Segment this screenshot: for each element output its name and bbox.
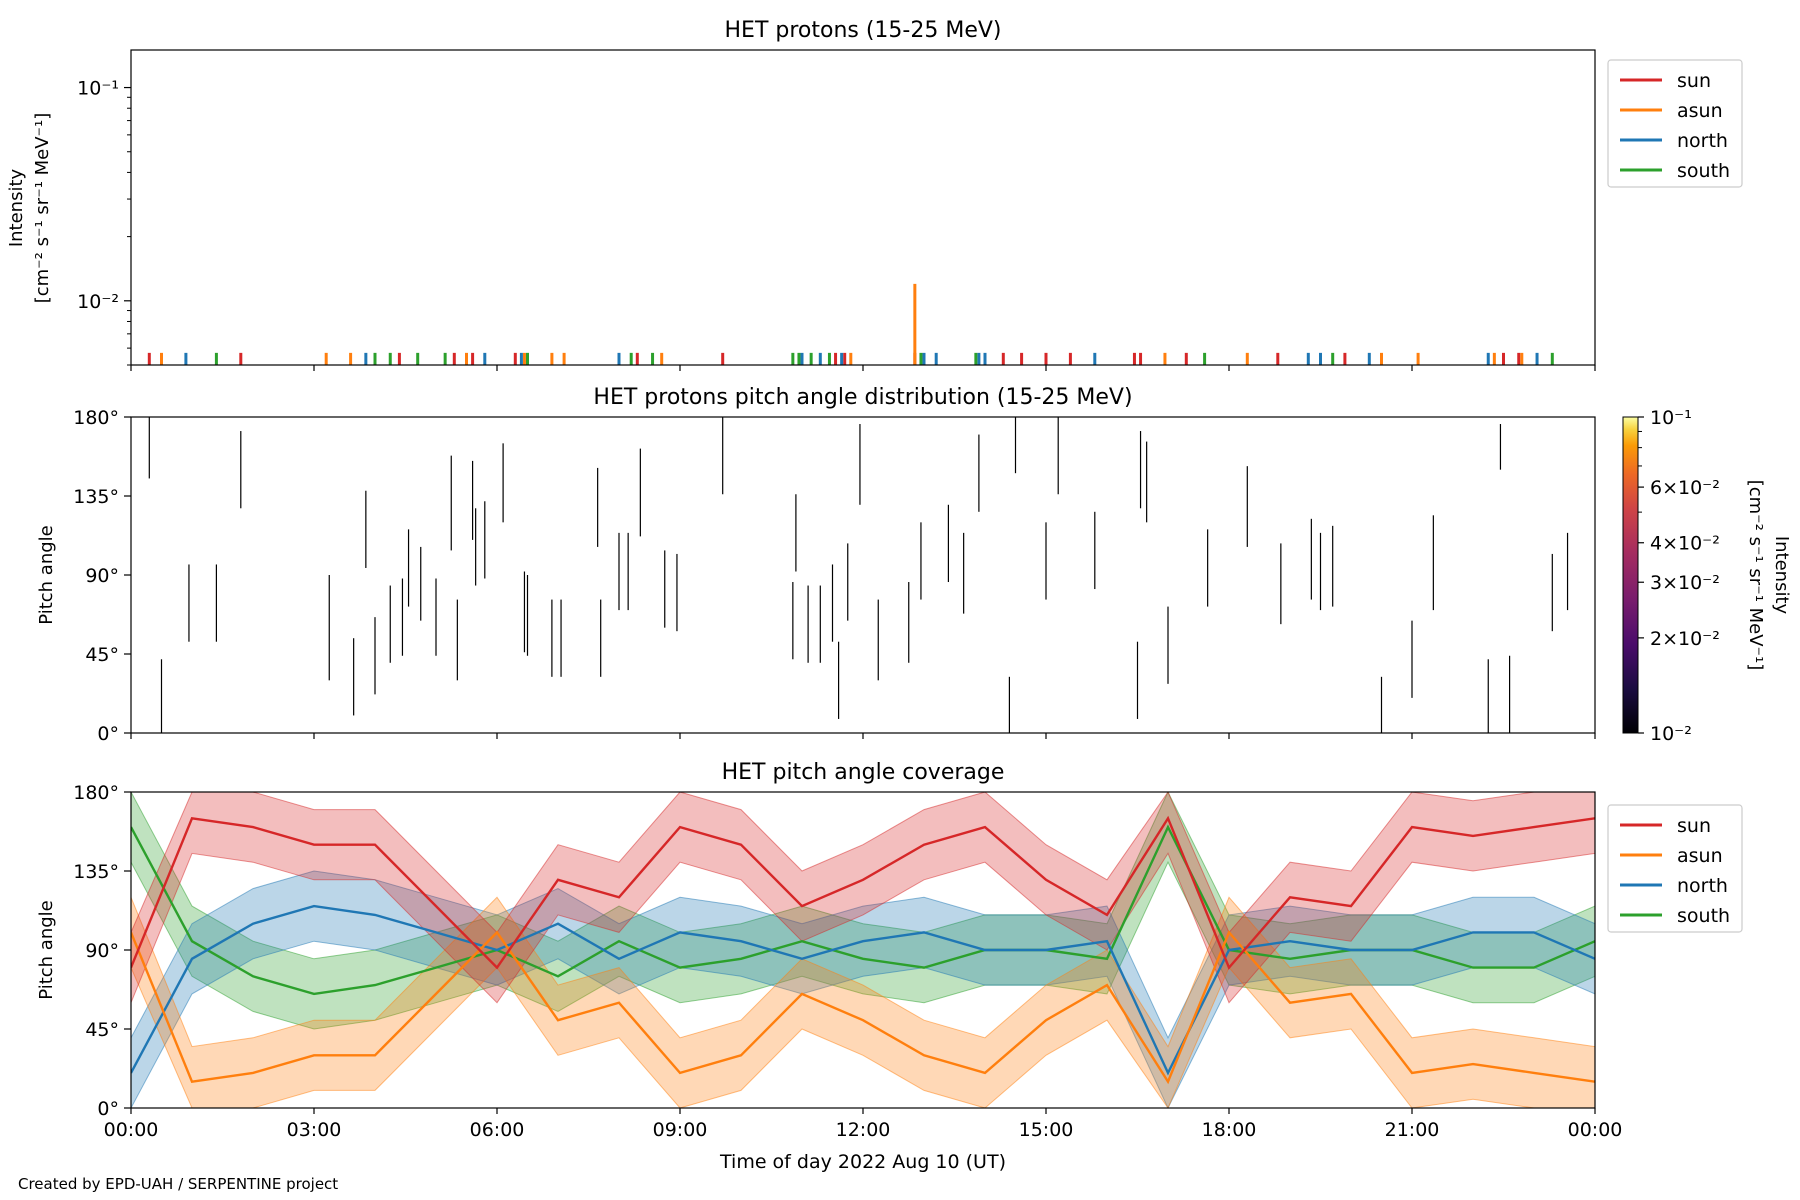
credit-text: Created by EPD-UAH / SERPENTINE project [18, 1175, 339, 1193]
x-tick-label: 00:00 [1568, 1119, 1623, 1141]
x-tick-label: 09:00 [653, 1119, 708, 1141]
panel2-ylabel: Pitch angle [36, 525, 57, 624]
panel-pitch-angle-coverage: HET pitch angle coverage 0° 45° 90° 135° 180… [36, 760, 1743, 1173]
panel-intensity: HET protons (15-25 MeV) 10⁻¹ 10⁻² Intensi… [6, 18, 1743, 371]
y-tick-label: 90° [85, 565, 119, 587]
legend-label-asun: asun [1677, 845, 1723, 867]
legend-label-south: south [1677, 160, 1730, 182]
north-coverage-band [131, 870, 1595, 1108]
colorbar-tick-label: 10⁻¹ [1650, 407, 1692, 429]
panel1-ylabel-units: [cm⁻² s⁻¹ sr⁻¹ MeV⁻¹] [32, 113, 53, 304]
panel1-frame [130, 49, 1596, 366]
legend-label-sun: sun [1677, 815, 1711, 837]
north-pitch-angle-line [131, 904, 1595, 1076]
panel1-title: HET protons (15-25 MeV) [725, 18, 1002, 43]
colorbar-tick-label: 3×10⁻² [1650, 572, 1720, 594]
panel2-frame [130, 416, 1596, 734]
y-tick-label: 180° [73, 407, 119, 429]
y-tick-label: 0° [97, 723, 119, 745]
legend-box [1607, 804, 1743, 933]
x-tick-label: 21:00 [1385, 1119, 1440, 1141]
y-tick-label: 135° [73, 861, 119, 883]
y-tick-label: 135° [73, 486, 119, 508]
legend-label-south: south [1677, 905, 1730, 927]
legend-label-north: north [1677, 130, 1728, 152]
y-tick-label: 10⁻¹ [77, 78, 119, 100]
legend-label-north: north [1677, 875, 1728, 897]
colorbar-tick-label: 6×10⁻² [1650, 477, 1720, 499]
x-tick-label: 06:00 [470, 1119, 525, 1141]
x-tick-label: 12:00 [836, 1119, 891, 1141]
y-tick-label: 10⁻² [77, 291, 119, 313]
colorbar-label: Intensity [1771, 536, 1792, 615]
x-axis-label: Time of day 2022 Aug 10 (UT) [719, 1151, 1006, 1173]
panel3-legend: sun asun north south [1607, 804, 1743, 933]
panel-pitch-angle-distribution: HET protons pitch angle distribution (15… [36, 385, 1792, 745]
asun-pitch-angle-line [131, 930, 1595, 1085]
x-tick-label: 00:00 [104, 1119, 159, 1141]
panel1-ylabel: Intensity [6, 168, 27, 247]
colorbar-tick-label: 10⁻² [1650, 723, 1692, 745]
colorbar [1622, 416, 1639, 734]
panel2-title: HET protons pitch angle distribution (15… [593, 385, 1132, 410]
panel1-legend: sun asun north south [1607, 59, 1743, 188]
y-tick-label: 45° [85, 644, 119, 666]
panel3-title: HET pitch angle coverage [722, 760, 1005, 785]
colorbar-tick-label: 4×10⁻² [1650, 533, 1720, 555]
sun-pitch-angle-line [131, 815, 1595, 970]
legend-label-asun: asun [1677, 100, 1723, 122]
x-tick-label: 03:00 [287, 1119, 342, 1141]
y-tick-label: 0° [97, 1098, 119, 1120]
panel3-frame [130, 791, 1596, 1109]
y-tick-label: 180° [73, 782, 119, 804]
legend-label-sun: sun [1677, 70, 1711, 92]
x-tick-label: 15:00 [1019, 1119, 1074, 1141]
x-tick-label: 18:00 [1202, 1119, 1257, 1141]
panel3-ylabel: Pitch angle [36, 900, 57, 999]
colorbar-tick-label: 2×10⁻² [1650, 628, 1720, 650]
legend-box [1607, 59, 1743, 188]
colorbar-units: [cm⁻² s⁻¹ sr⁻¹ MeV⁻¹] [1745, 480, 1766, 671]
y-tick-label: 45° [85, 1019, 119, 1041]
y-tick-label: 90° [85, 940, 119, 962]
